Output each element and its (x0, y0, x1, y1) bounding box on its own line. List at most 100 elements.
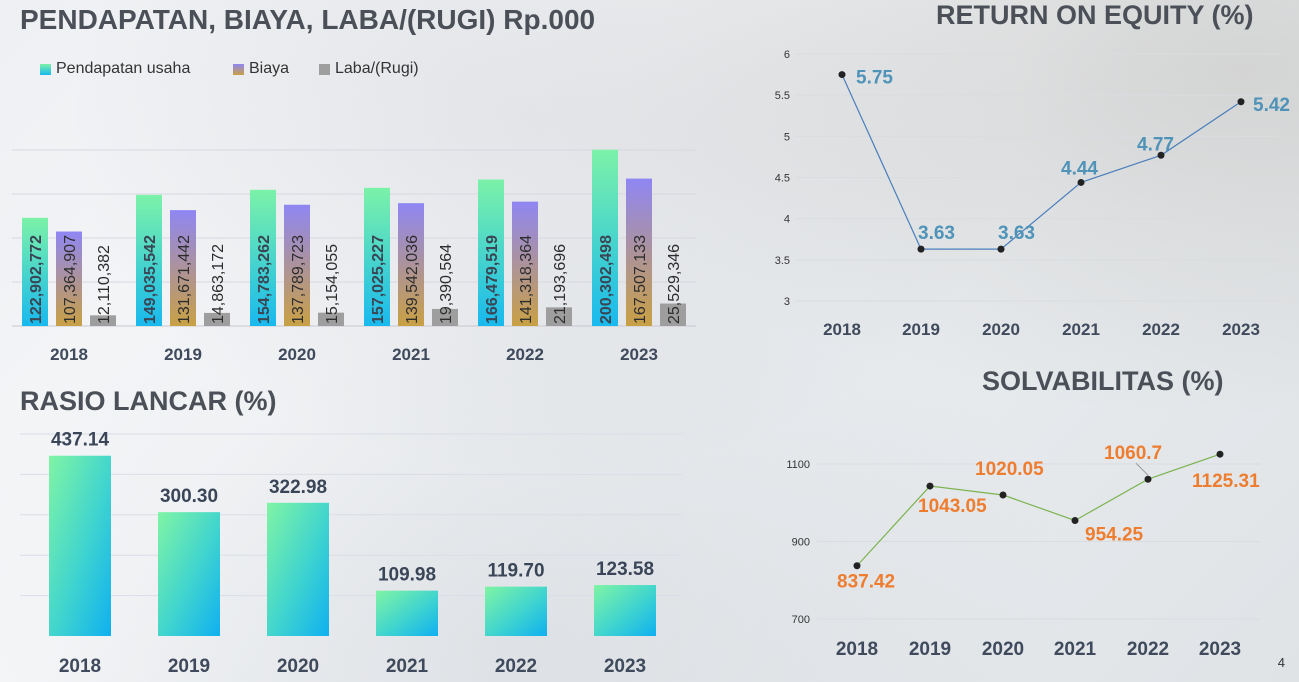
x-tick-label: 2020 (982, 320, 1020, 339)
data-label: 1125.31 (1192, 471, 1260, 492)
legend-swatch-revenue (40, 63, 51, 75)
x-tick-label: 2021 (1062, 320, 1100, 339)
data-point (1237, 98, 1245, 106)
bar-cost (284, 204, 310, 326)
data-point (838, 71, 846, 79)
x-tick-label: 2020 (982, 639, 1024, 660)
x-tick-label: 2023 (620, 345, 658, 364)
data-label: 3.63 (998, 223, 1035, 244)
data-label-profit: 15,154,055 (324, 244, 341, 324)
data-label-revenue: 157,025,227 (370, 235, 387, 324)
data-label: 3.63 (918, 223, 955, 244)
x-tick-label: 2018 (59, 656, 101, 677)
solvency-chart-title: SOLVABILITAS (%) (982, 366, 1224, 396)
bar-revenue (478, 179, 504, 326)
y-tick-label: 3 (784, 296, 790, 308)
bar-current-ratio (376, 590, 438, 636)
data-point (1216, 450, 1224, 458)
solvency-line (856, 453, 1221, 567)
data-label: 1043.05 (918, 496, 987, 517)
data-point (1144, 475, 1152, 483)
x-tick-label: 2020 (278, 345, 316, 364)
legend-label-revenue: Pendapatan usaha (56, 60, 191, 77)
bar-profit (204, 312, 230, 326)
x-tick-label: 2019 (168, 656, 210, 677)
legend-item-cost: Biaya (233, 60, 289, 78)
data-point (997, 245, 1005, 253)
roe-line (841, 74, 1242, 250)
y-tick-label: 5.5 (775, 90, 790, 102)
data-label: 837.42 (837, 572, 895, 593)
data-label-revenue: 149,035,542 (142, 235, 159, 324)
x-tick-label: 2022 (495, 656, 537, 677)
y-tick-label: 700 (792, 614, 810, 626)
x-tick-label: 2020 (277, 656, 319, 677)
data-label: 5.42 (1253, 95, 1290, 116)
y-tick-label: 900 (792, 537, 810, 549)
current-ratio-chart-title: RASIO LANCAR (%) (20, 386, 277, 416)
x-tick-label: 2022 (1142, 320, 1180, 339)
legend-swatch-profit (319, 63, 330, 75)
bar-cost (398, 203, 424, 326)
x-tick-label: 2018 (50, 345, 88, 364)
bar-revenue (136, 194, 162, 326)
data-label-profit: 12,110,382 (96, 245, 113, 324)
bar-current-ratio (594, 585, 656, 636)
data-label-cost: 131,671,442 (176, 235, 193, 324)
data-label-cost: 141,318,364 (518, 235, 535, 324)
data-label-cost: 139,542,036 (404, 235, 421, 324)
bar-current-ratio (158, 512, 220, 636)
x-tick-label: 2023 (1222, 320, 1260, 339)
data-point (1077, 178, 1085, 186)
bar-profit (318, 312, 344, 326)
x-tick-label: 2021 (386, 656, 429, 677)
data-point (1071, 516, 1079, 524)
data-label-revenue: 122,902,772 (28, 235, 45, 324)
data-label: 954.25 (1085, 524, 1144, 545)
data-label-revenue: 200,302,498 (598, 235, 615, 324)
data-label: 300.30 (160, 486, 218, 507)
data-label: 437.14 (51, 430, 110, 451)
data-label-revenue: 166,479,519 (484, 235, 501, 324)
y-tick-label: 6 (784, 49, 790, 61)
bar-cost (56, 231, 82, 326)
bar-revenue (364, 187, 390, 326)
data-label-cost: 107,364,907 (62, 235, 79, 324)
y-tick-label: 4.5 (775, 173, 790, 185)
data-label: 4.44 (1061, 158, 1098, 179)
label-leader-line (1135, 462, 1149, 476)
x-tick-label: 2021 (392, 345, 430, 364)
bar-cost (626, 178, 652, 326)
bar-profit (546, 307, 572, 326)
x-tick-label: 2021 (1054, 639, 1097, 660)
data-label: 1020.05 (975, 459, 1044, 480)
x-tick-label: 2023 (604, 656, 646, 677)
bar-profit (432, 308, 458, 326)
legend-label-profit: Laba/(Rugi) (335, 60, 419, 77)
data-point (999, 491, 1007, 499)
y-tick-label: 4 (784, 214, 790, 226)
page-number: 4 (1277, 655, 1285, 670)
revenue-chart-title: PENDAPATAN, BIAYA, LABA/(RUGI) Rp.000 (20, 4, 596, 35)
y-tick-label: 3.5 (775, 255, 790, 267)
legend-swatch-cost (233, 63, 244, 75)
x-tick-label: 2022 (506, 345, 544, 364)
bar-current-ratio (267, 502, 329, 636)
data-label-cost: 137,789,723 (290, 235, 307, 324)
bar-revenue (250, 189, 276, 326)
data-label: 123.58 (596, 559, 654, 580)
data-label-profit: 14,863,172 (210, 244, 227, 324)
data-point (926, 482, 934, 490)
data-label-profit: 25,529,346 (666, 244, 683, 324)
bar-profit (660, 303, 686, 326)
bar-cost (170, 210, 196, 326)
data-label-profit: 21,193,696 (552, 244, 569, 324)
roe-chart-title: RETURN ON EQUITY (%) (936, 0, 1254, 30)
data-label: 4.77 (1137, 134, 1174, 155)
bar-revenue (22, 217, 48, 326)
data-label: 322.98 (269, 477, 327, 498)
data-point (917, 245, 925, 253)
bar-profit (90, 315, 116, 326)
legend-item-profit: Laba/(Rugi) (319, 60, 419, 78)
